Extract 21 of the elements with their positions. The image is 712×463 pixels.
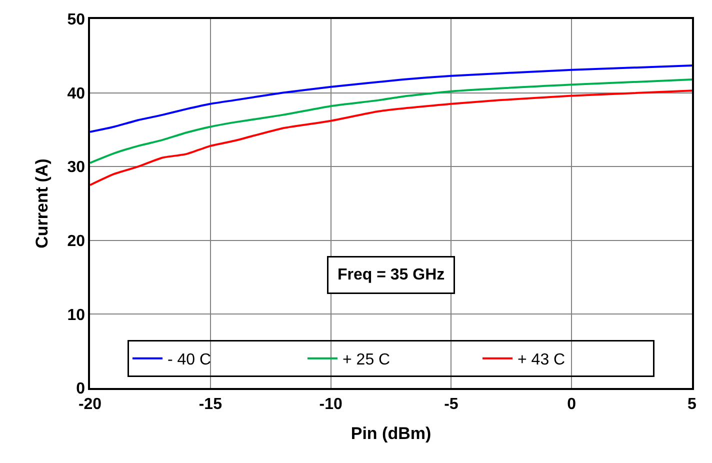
x-tick-label: -15: [198, 396, 222, 413]
legend-label: + 43 C: [518, 352, 566, 369]
x-tick-label: 5: [688, 396, 697, 413]
y-tick-label: 20: [67, 233, 86, 250]
y-tick-label: 50: [67, 12, 86, 29]
y-tick-label: 0: [76, 380, 86, 398]
x-tick-label: -10: [319, 396, 342, 413]
x-axis-title: Pin (dBm): [350, 424, 432, 443]
y-axis-title: Current (A): [32, 158, 52, 248]
annotation: Freq = 35 GHz: [338, 266, 445, 284]
line-series: [90, 64, 692, 133]
legend-label: - 40 C: [168, 352, 212, 369]
x-tick-label: 0: [567, 396, 576, 413]
line-series: [90, 78, 692, 164]
y-tick-label: 10: [67, 306, 86, 324]
y-tick-label: 30: [67, 159, 86, 176]
x-tick-label: -20: [78, 396, 102, 413]
x-tick-label: -5: [444, 396, 458, 413]
legend-label: + 25 C: [342, 352, 390, 369]
line-series: [90, 90, 692, 186]
y-tick-label: 40: [67, 85, 86, 102]
